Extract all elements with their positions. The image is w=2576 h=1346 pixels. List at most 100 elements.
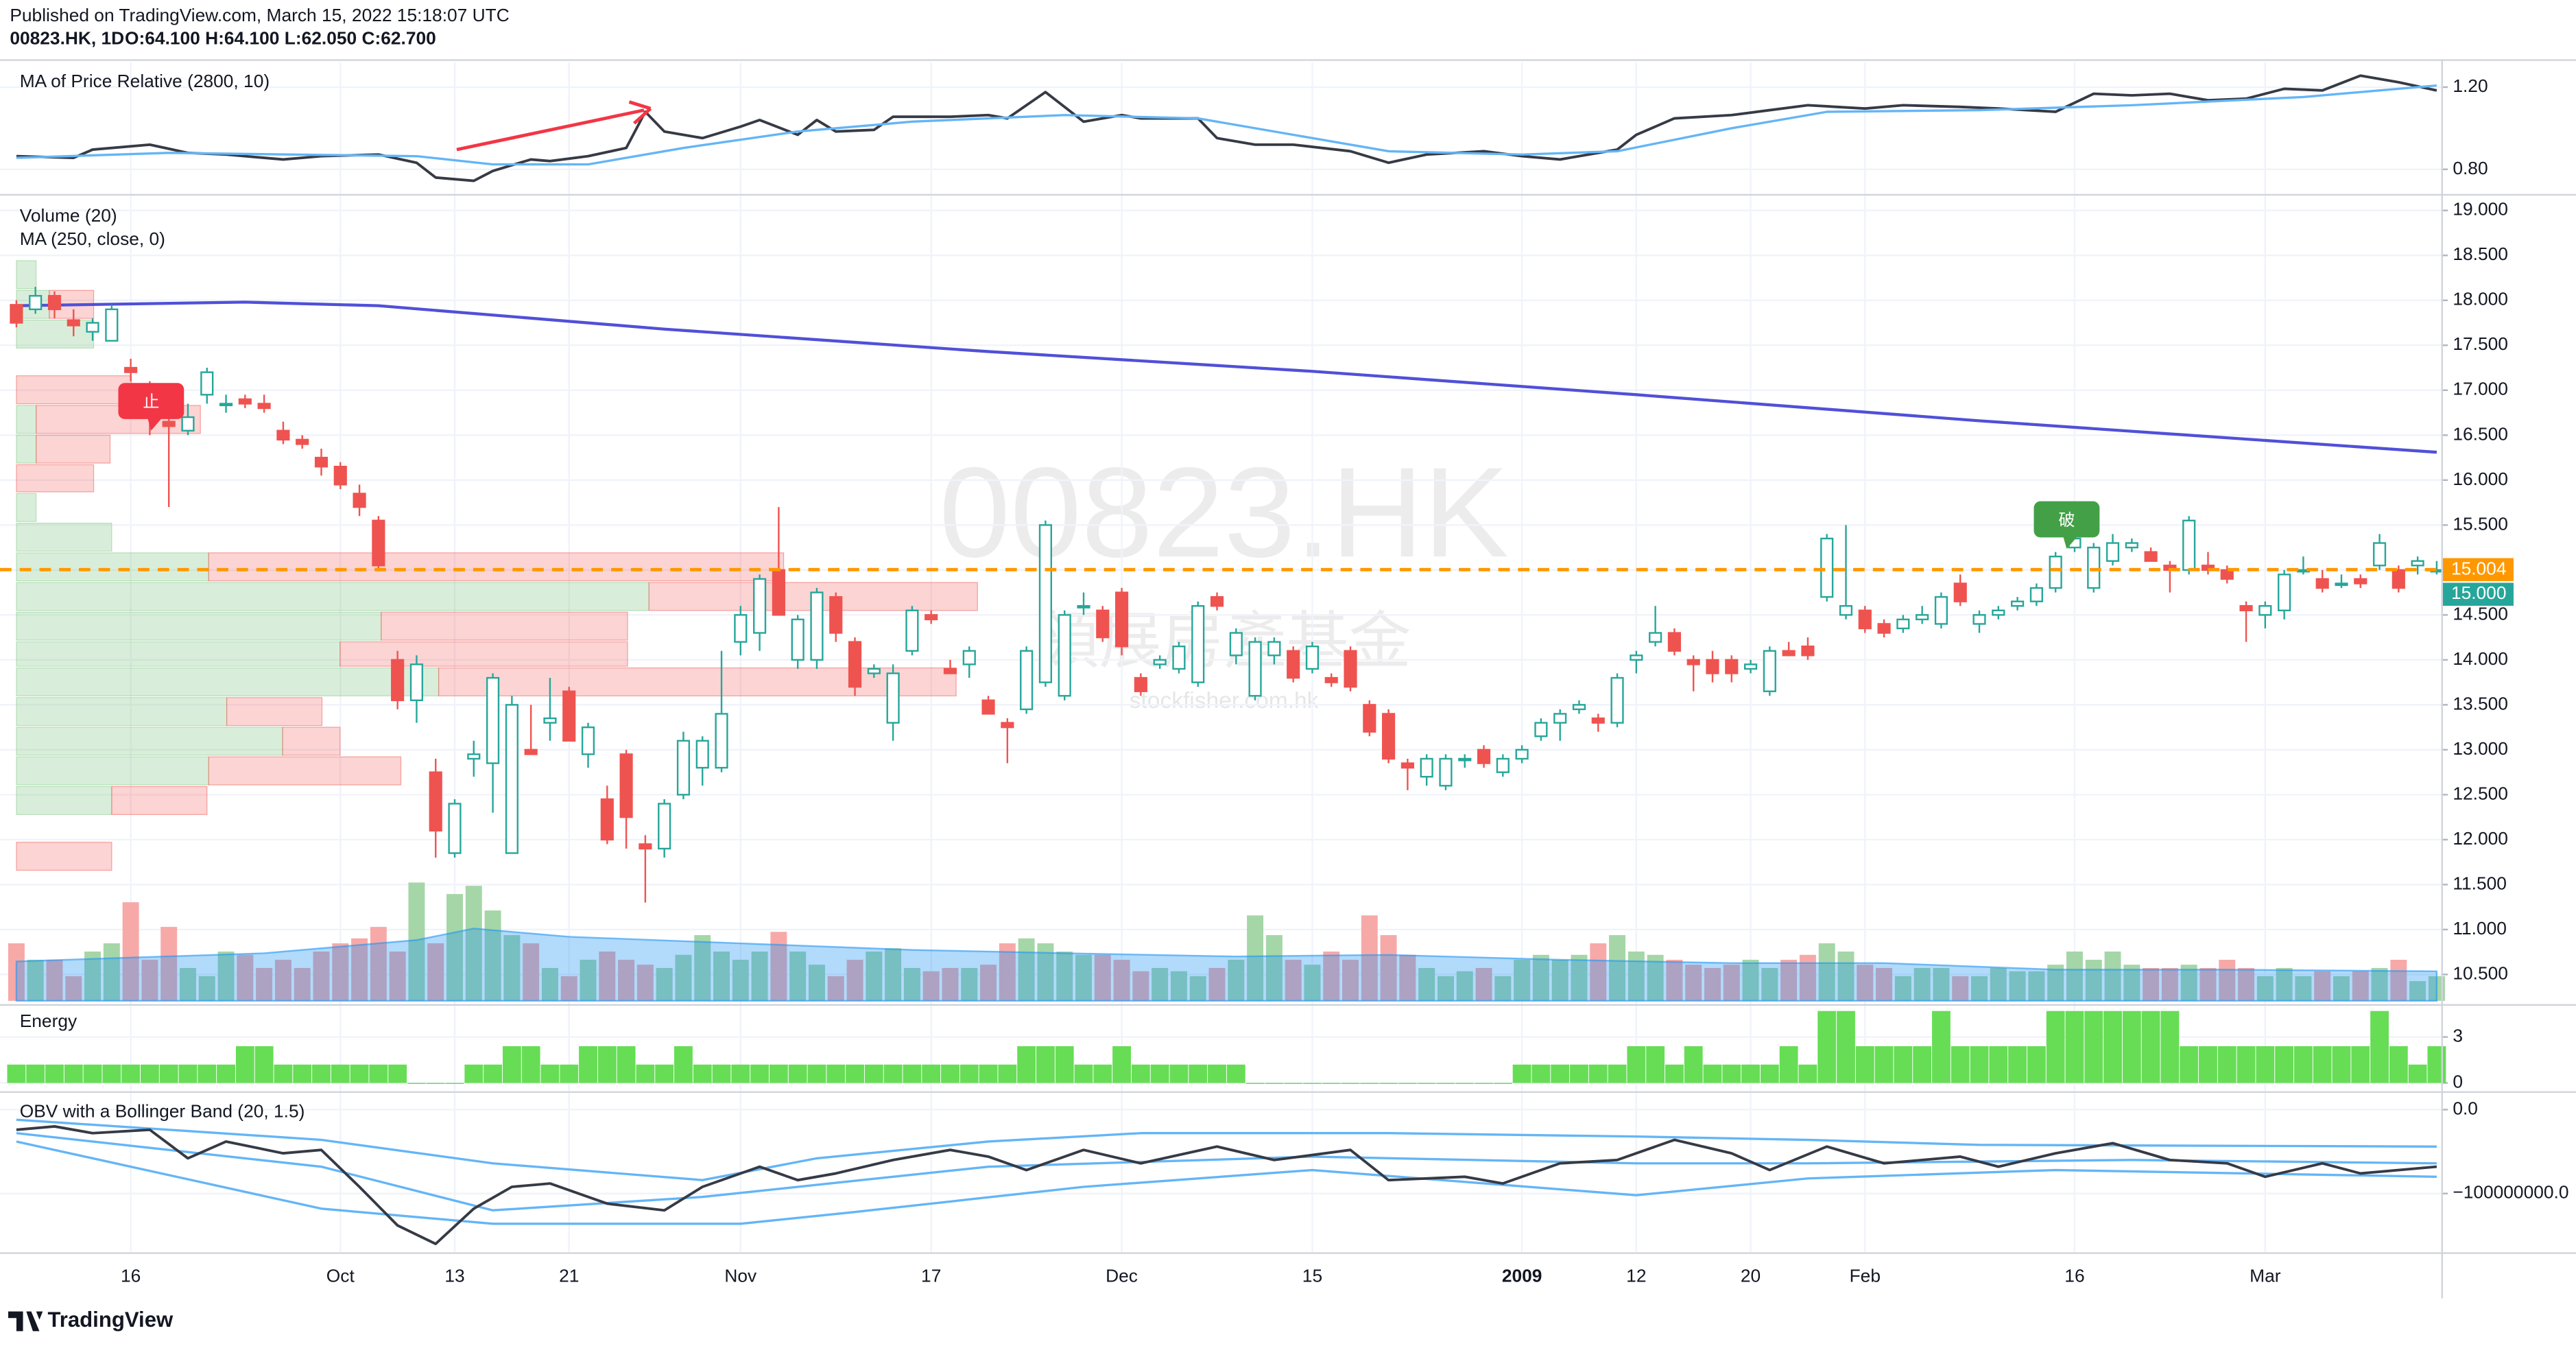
energy-bar: [1379, 1083, 1398, 1085]
volume-bar: [961, 967, 978, 1001]
energy-bar: [1074, 1064, 1093, 1083]
volume-bar: [618, 959, 635, 1001]
energy-bar: [1093, 1064, 1112, 1083]
profile-up: [16, 727, 283, 756]
candle-body: [2182, 519, 2196, 571]
volume-bar: [1590, 943, 1607, 1001]
candle-body: [2278, 574, 2291, 611]
candle-body: [1458, 757, 1472, 761]
energy-bar: [1531, 1064, 1551, 1083]
energy-bar: [1855, 1046, 1874, 1083]
profile-up: [16, 405, 37, 434]
volume-bar: [1704, 967, 1721, 1001]
volume-bar: [1723, 965, 1740, 1001]
energy-bar: [636, 1064, 655, 1083]
energy-bar: [674, 1046, 693, 1083]
energy-bar: [1455, 1083, 1475, 1085]
arrow-shaft: [456, 108, 645, 152]
volume-bar: [1647, 954, 1664, 1001]
candle-body: [486, 676, 500, 764]
volume-bar: [122, 902, 139, 1001]
energy-bar: [2141, 1011, 2160, 1083]
energy-bar: [2351, 1046, 2370, 1083]
candle-body: [2049, 555, 2062, 589]
volume-bar: [2009, 971, 2026, 1001]
candle-body: [1038, 524, 1053, 683]
candle-body: [1534, 722, 1548, 737]
energy-bar: [2332, 1046, 2351, 1083]
x-tick-label: 20: [1741, 1265, 1761, 1286]
energy-bar: [1512, 1064, 1531, 1083]
volume-bar: [2352, 971, 2369, 1001]
candle-body: [1515, 748, 1529, 760]
annotation-bubble: [118, 383, 184, 431]
volume-bar: [2180, 965, 2197, 1001]
candle-body: [1763, 650, 1776, 692]
energy-bar: [1684, 1046, 1703, 1083]
volume-bar: [656, 967, 673, 1001]
volume-bar: [2104, 952, 2121, 1001]
volume-bar: [2295, 976, 2312, 1001]
series-line: [16, 1140, 2437, 1225]
y-tick-label: 18.000: [2453, 289, 2508, 309]
candle-body: [1439, 757, 1453, 787]
energy-bar: [922, 1064, 941, 1083]
y-tick-label: 1.20: [2453, 75, 2488, 96]
energy-bar: [2408, 1064, 2427, 1083]
volume-bar: [427, 943, 444, 1001]
energy-bar: [178, 1064, 198, 1083]
volume-bar: [2256, 976, 2274, 1001]
candle-body: [1916, 614, 1929, 621]
candle-body: [1630, 654, 1643, 661]
candle-body: [1305, 646, 1320, 670]
volume-bar: [560, 976, 577, 1001]
plot-layers: 16 Oct 13 21 Nov 17 Dec 15 2009 12 20 Feb 16 Mar 1.20 0…: [0, 62, 2568, 1286]
energy-bar: [1894, 1046, 1913, 1083]
candle-body: [962, 650, 976, 665]
volume-bar: [1113, 959, 1130, 1001]
candle-body: [753, 578, 767, 634]
energy-bar: [2027, 1046, 2046, 1083]
y-tick-label: 18.500: [2453, 244, 2508, 264]
energy-bar: [1741, 1064, 1760, 1083]
annotation-text: 破: [2058, 511, 2075, 530]
y-tick-label: 15.500: [2453, 513, 2508, 534]
energy-bar: [1837, 1011, 1855, 1083]
ohlc-legend: O:64.100 H:64.100 L:62.050 C:62.700: [125, 28, 436, 49]
candle-body: [829, 595, 843, 634]
candle-body: [905, 609, 919, 652]
candle-body: [333, 465, 347, 486]
volume-bar: [1361, 915, 1378, 1001]
energy-bar: [2065, 1011, 2084, 1083]
energy-bar: [1989, 1046, 2008, 1083]
energy-bar: [1627, 1046, 1646, 1083]
volume-bar: [2390, 959, 2407, 1001]
energy-bar: [1913, 1046, 1932, 1083]
volume-bar: [713, 952, 730, 1001]
energy-bar: [1970, 1046, 1989, 1083]
volume-bar: [1933, 967, 1950, 1001]
volume-bar: [332, 943, 349, 1001]
energy-bar: [1341, 1083, 1360, 1085]
volume-bar: [2238, 967, 2255, 1001]
y-tick-label: 11.000: [2453, 918, 2507, 938]
volume-bar: [1037, 943, 1054, 1001]
energy-bar: [731, 1064, 750, 1083]
energy-bar: [502, 1046, 521, 1083]
volume-bar: [1876, 967, 1893, 1001]
volume-bar: [1551, 959, 1569, 1001]
profile-up: [16, 434, 37, 464]
volume-bar: [1018, 938, 1035, 1001]
volume-bar: [1532, 954, 1549, 1001]
energy-bar: [579, 1046, 597, 1083]
candle-body: [1667, 632, 1681, 652]
volume-bar: [694, 935, 711, 1001]
candle-body: [925, 614, 938, 621]
candle-body: [1077, 605, 1090, 609]
profile-up: [16, 611, 382, 641]
arrow-head: [628, 100, 652, 125]
energy-bar: [1265, 1083, 1284, 1085]
volume-bar: [866, 952, 883, 1001]
energy-bar: [1398, 1083, 1417, 1085]
